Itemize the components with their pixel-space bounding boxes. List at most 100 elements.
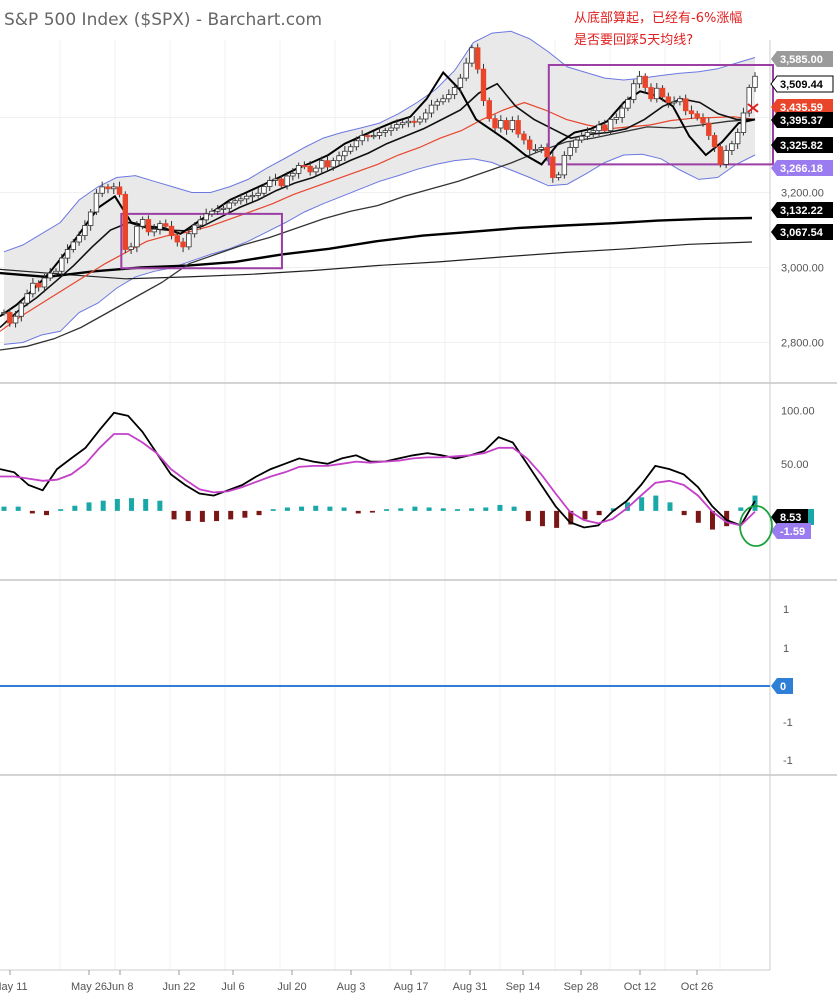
price-badge-label: 3,132.22 bbox=[780, 205, 823, 217]
candle-up bbox=[752, 75, 758, 88]
price-badge-shape bbox=[770, 75, 834, 93]
candle-up bbox=[619, 107, 625, 118]
date-tick-label: Sep 14 bbox=[506, 981, 541, 993]
candle-down bbox=[527, 139, 533, 150]
date-tick-label: May 26 bbox=[71, 981, 107, 993]
candle-up bbox=[584, 132, 591, 137]
candle-up bbox=[451, 87, 458, 96]
histogram-bar-negative bbox=[228, 510, 234, 520]
candle-up bbox=[99, 186, 105, 194]
candle-down bbox=[278, 178, 284, 187]
candle-up bbox=[70, 241, 77, 250]
candle-up bbox=[336, 155, 342, 162]
date-tick-label: May 11 bbox=[0, 981, 28, 993]
candle-down bbox=[145, 219, 152, 233]
candle-up bbox=[342, 150, 348, 157]
candle-up bbox=[746, 87, 752, 114]
zero-line-panel: 1 1 -1 -1 0 bbox=[0, 604, 793, 767]
price-badge-label: 3,509.44 bbox=[780, 79, 824, 91]
candle-up bbox=[295, 165, 302, 174]
candle-down bbox=[307, 165, 313, 173]
candle-down bbox=[711, 135, 718, 148]
candle-up bbox=[261, 186, 267, 194]
candle-up bbox=[388, 127, 394, 132]
histogram-bar-positive bbox=[440, 508, 446, 511]
date-tick-label: Jul 20 bbox=[277, 981, 306, 993]
histogram-bar-positive bbox=[469, 508, 475, 511]
candle-up bbox=[469, 47, 475, 64]
price-badge-shape bbox=[771, 137, 833, 153]
candle-up bbox=[723, 150, 729, 165]
price-tick-label: 3,000.00 bbox=[781, 263, 824, 275]
candle-up bbox=[607, 118, 614, 132]
candle-up bbox=[93, 192, 100, 213]
price-badge-shape bbox=[771, 160, 833, 176]
candle-down bbox=[35, 282, 42, 288]
histogram-bar-negative bbox=[709, 510, 715, 530]
candle-down bbox=[324, 160, 331, 168]
candle-up bbox=[359, 135, 365, 142]
candle-down bbox=[365, 135, 371, 138]
candle-up bbox=[53, 270, 59, 274]
oscillator-panel: 100.00 50.00 8.53 -1.59 bbox=[0, 406, 815, 539]
price-badge-label: 3,435.59 bbox=[780, 102, 823, 114]
candle-up bbox=[463, 62, 469, 79]
candle-up bbox=[238, 198, 244, 202]
candle-up bbox=[76, 235, 82, 243]
markers bbox=[739, 103, 773, 547]
zero-panel-badge-shape bbox=[771, 678, 793, 694]
candle-up bbox=[729, 143, 735, 151]
oscillator-badge-shape bbox=[771, 523, 811, 539]
price-badge-shape bbox=[771, 99, 833, 115]
marker-x-icon bbox=[747, 103, 759, 113]
histogram-bar-positive bbox=[384, 509, 390, 511]
oscillator-tick-label: 100.00 bbox=[781, 406, 815, 418]
price-badge-label: 3,067.54 bbox=[780, 227, 824, 239]
histogram-bar-negative bbox=[724, 510, 730, 527]
histogram-bar-negative bbox=[582, 510, 588, 520]
histogram-bar-positive bbox=[299, 506, 305, 511]
candle-up bbox=[654, 87, 660, 100]
candle-down bbox=[492, 118, 498, 129]
candle-up bbox=[59, 257, 65, 272]
candle-up bbox=[272, 178, 279, 181]
price-tick-label: 3,200.00 bbox=[781, 188, 824, 200]
candle-up bbox=[128, 246, 134, 250]
candle-up bbox=[405, 120, 412, 124]
moving-average-ma-50-line bbox=[0, 118, 756, 351]
candle-down bbox=[168, 225, 175, 237]
candle-down bbox=[550, 156, 556, 178]
date-tick-label: Oct 12 bbox=[624, 981, 656, 993]
histogram-bar-positive bbox=[738, 507, 744, 511]
candle-down bbox=[163, 223, 169, 227]
histogram-bar-positive bbox=[114, 498, 120, 511]
histogram-bar-positive bbox=[341, 507, 347, 511]
candle-down bbox=[642, 75, 648, 88]
candle-up bbox=[613, 117, 620, 120]
candle-down bbox=[659, 87, 666, 98]
candle-down bbox=[475, 47, 481, 70]
oscillator-badge-label: 8.53 bbox=[780, 512, 801, 524]
candle-up bbox=[186, 233, 192, 248]
candle-up bbox=[12, 315, 19, 324]
candle-up bbox=[203, 213, 209, 221]
price-badge-label: 3,266.18 bbox=[780, 163, 823, 175]
candle-up bbox=[284, 175, 290, 187]
histogram-bar-negative bbox=[568, 510, 574, 525]
histogram-bar-negative bbox=[525, 510, 531, 522]
candle-down bbox=[706, 122, 712, 136]
histogram-bar-negative bbox=[242, 510, 248, 518]
candle-up bbox=[215, 208, 221, 212]
histogram-bar-positive bbox=[511, 506, 517, 511]
candle-up bbox=[30, 282, 36, 295]
histogram-bar-positive bbox=[483, 507, 489, 511]
candle-up bbox=[446, 94, 452, 100]
histogram-bar-negative bbox=[29, 510, 35, 514]
price-badge-shape bbox=[771, 202, 833, 218]
candle-up bbox=[319, 160, 325, 169]
candle-up bbox=[226, 202, 232, 209]
candle-down bbox=[122, 193, 129, 250]
candle-up bbox=[555, 174, 562, 178]
candle-down bbox=[411, 120, 417, 123]
